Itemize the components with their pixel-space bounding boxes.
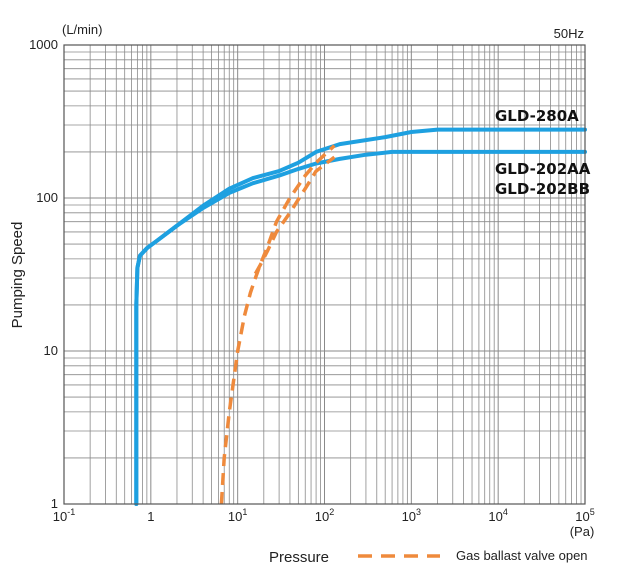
series-gas-ballast-valve-open <box>219 144 336 505</box>
y-tick-labels: 1 10 100 1000 <box>29 37 58 511</box>
series-gld-202aa-gld-202bb <box>134 149 587 506</box>
label-gld-202aa: GLD-202AA <box>495 160 591 178</box>
frequency-note: 50Hz <box>554 26 584 41</box>
x-tick-label: 10-1 <box>53 507 75 524</box>
y-tick-label: 100 <box>36 190 58 205</box>
label-gld-202bb: GLD-202BB <box>495 180 590 198</box>
x-tick-labels: 10-1 1 101 102 103 104 105 <box>53 507 595 524</box>
x-tick-label: 102 <box>315 507 334 524</box>
label-gld-280a: GLD-280A <box>495 107 579 125</box>
y-tick-label: 1 <box>51 496 58 511</box>
curves <box>134 127 587 506</box>
x-tick-label: 104 <box>488 507 507 524</box>
y-unit-label: (L/min) <box>62 22 102 37</box>
x-tick-label: 103 <box>402 507 421 524</box>
y-tick-label: 10 <box>44 343 58 358</box>
legend-label: Gas ballast valve open <box>456 548 588 563</box>
x-unit-label: (Pa) <box>570 524 595 539</box>
series-gas-ballast-valve-open-202 <box>253 155 336 275</box>
x-axis-title: Pressure <box>269 549 329 566</box>
y-axis-title: Pumping Speed <box>9 222 26 329</box>
x-tick-label: 101 <box>228 507 247 524</box>
grid <box>64 45 585 504</box>
plot-frame <box>63 44 586 505</box>
x-tick-label: 105 <box>575 507 594 524</box>
x-tick-label: 1 <box>147 509 154 524</box>
y-tick-label: 1000 <box>29 37 58 52</box>
